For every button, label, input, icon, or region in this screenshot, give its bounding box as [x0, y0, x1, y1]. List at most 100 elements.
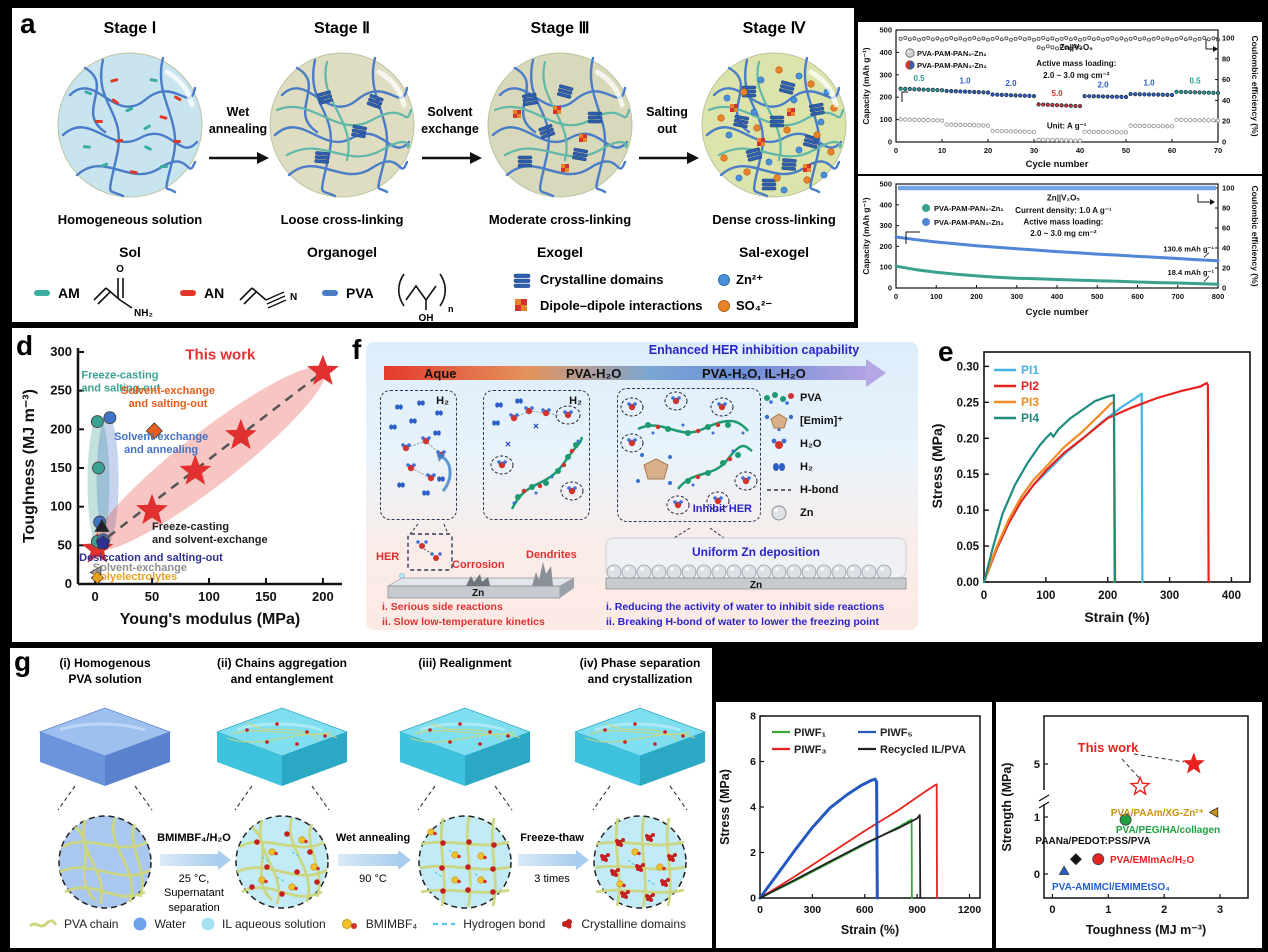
h2-label: H₂: [436, 395, 449, 407]
svg-text:✕: ✕: [533, 422, 540, 431]
svg-text:1.0: 1.0: [1143, 79, 1155, 88]
svg-text:This work: This work: [185, 347, 256, 364]
stage3-exogel-illustration: [487, 52, 633, 198]
arrow3-icon: [639, 152, 699, 164]
svg-text:0: 0: [981, 590, 987, 602]
stage1-caption: Homogeneous solution: [57, 212, 203, 227]
svg-text:PVA-PAM-PAN₀-Zn₂: PVA-PAM-PAN₀-Zn₂: [917, 49, 987, 58]
g-step2-title: (ii) Chains aggregation and entanglement: [197, 656, 367, 687]
svg-text:130.6 mAh g⁻¹: 130.6 mAh g⁻¹: [1163, 245, 1214, 254]
svg-text:0: 0: [757, 904, 763, 916]
panel-a-label: a: [20, 8, 36, 39]
svg-text:PIWF₅: PIWF₅: [880, 727, 913, 739]
g-arrow3-bottom-label: 3 times: [534, 873, 570, 885]
svg-text:100: 100: [1222, 184, 1235, 193]
svg-text:100: 100: [879, 263, 892, 272]
svg-text:0: 0: [888, 284, 892, 293]
svg-text:Stress (MPa): Stress (MPa): [929, 424, 945, 509]
svg-text:400: 400: [879, 200, 892, 209]
svg-text:0: 0: [750, 893, 756, 905]
g-arrow2-bottom-label: 90 °C: [359, 873, 387, 885]
g-arrow3-tip: [576, 850, 589, 870]
legend-emim-label: [Emim]⁺: [800, 415, 844, 427]
bare-zn-electrode: HER Corrosion Dendrites Zn: [376, 524, 577, 599]
panel-f-label: f: [352, 334, 362, 365]
svg-text:0: 0: [888, 138, 892, 147]
legend-bmimbf4: BMIMBF₄: [340, 916, 417, 932]
right-benefit-notes: i. Reducing the activity of water to inh…: [606, 600, 884, 630]
svg-text:Freeze-casting: Freeze-casting: [152, 521, 229, 533]
water-icon: [133, 917, 147, 931]
svg-text:2.0 ~ 3.0 mg cm⁻²: 2.0 ~ 3.0 mg cm⁻²: [1030, 229, 1097, 238]
legend-row-pva: PVA: [758, 386, 916, 409]
dipole-interactions-icon: [515, 299, 527, 311]
stage3-title: Stage Ⅲ: [530, 20, 590, 37]
toughness-modulus-chart: 0 50 100 150 200 0 50 100 150 200 250 300 Young's mo…: [21, 344, 342, 628]
svg-text:Strain (%): Strain (%): [1084, 609, 1149, 625]
svg-text:70: 70: [1214, 146, 1222, 155]
svg-text:PVA-PAM-PAN₀-Zn₂: PVA-PAM-PAN₀-Zn₂: [934, 204, 1004, 213]
svg-text:Active mass loading:: Active mass loading:: [1036, 59, 1116, 68]
crystalline-domain-icon: [562, 919, 573, 929]
svg-text:50: 50: [58, 537, 72, 552]
an-structure: N: [239, 287, 297, 309]
svg-text:Polyelectrolytes: Polyelectrolytes: [93, 571, 177, 583]
stage1-sol-illustration: [57, 52, 203, 198]
svg-text:1: 1: [1034, 812, 1040, 824]
stress-strain-pi-chart: 0 100 200 300 400 0.00 0.05 0.10 0.15 0.20 0.25 0.3…: [929, 351, 1251, 625]
g-slab-1: [38, 707, 172, 811]
panel-g-stress-chart-bg: 0 300 600 900 1200 0 2 4 6 8 Strain (%) Stress (MPa…: [716, 702, 992, 948]
right-note-1: i. Reducing the activity of water to inh…: [606, 601, 885, 613]
svg-text:Recycled IL/PVA: Recycled IL/PVA: [880, 744, 966, 756]
svg-text:Toughness (MJ m⁻³): Toughness (MJ m⁻³): [1086, 923, 1206, 937]
svg-text:Cycle number: Cycle number: [1026, 159, 1089, 170]
stage2-title: Stage Ⅱ: [314, 20, 370, 37]
crystalline-domains-icon: [513, 273, 531, 288]
svg-text:NH₂: NH₂: [134, 308, 153, 319]
svg-text:Uniform Zn deposition: Uniform Zn deposition: [692, 545, 820, 559]
g-arrow3-bar: [518, 854, 576, 866]
svg-text:0: 0: [91, 589, 98, 604]
svg-text:Coulombic efficiency (%): Coulombic efficiency (%): [1250, 35, 1260, 136]
svg-text:200: 200: [879, 242, 892, 251]
legend-pva-chain: PVA chain: [28, 917, 118, 931]
g-step1-num: (i): [59, 656, 71, 670]
svg-text:Zn: Zn: [472, 588, 484, 599]
svg-text:0: 0: [1222, 138, 1226, 147]
svg-text:and annealing: and annealing: [124, 444, 198, 456]
stage4-name: Sal-exogel: [738, 244, 810, 260]
svg-text:100: 100: [1036, 590, 1055, 602]
svg-text:400: 400: [879, 48, 892, 57]
pva-h2o-molecules: ✕✕: [490, 398, 584, 510]
left-note-2: ii. Slow low-temperature kinetics: [382, 616, 545, 629]
svg-text:0: 0: [65, 576, 72, 591]
svg-text:Capacity (mAh g⁻¹): Capacity (mAh g⁻¹): [861, 47, 871, 124]
svg-text:N: N: [290, 292, 297, 303]
svg-text:200: 200: [970, 292, 983, 301]
svg-text:0.25: 0.25: [957, 397, 980, 409]
svg-text:100: 100: [930, 292, 943, 301]
aqueous-molecule-box: H₂: [380, 390, 457, 520]
svg-text:400: 400: [1051, 292, 1064, 301]
panel-g-compare-chart-bg: 0 1 2 3 0 1 5 Toughness (MJ m⁻³) Strength (MPa) T…: [996, 702, 1262, 948]
pva-il-h2o-molecules: [620, 391, 758, 515]
svg-text:700: 700: [1171, 292, 1184, 301]
arrow1-label: Wet annealing: [208, 105, 268, 136]
svg-text:50: 50: [145, 589, 159, 604]
svg-text:1200: 1200: [958, 904, 982, 916]
svg-text:PVA/EMImAc/H₂O: PVA/EMImAc/H₂O: [1110, 855, 1194, 866]
stage4-title: Stage Ⅳ: [742, 20, 806, 37]
svg-text:0.00: 0.00: [957, 577, 979, 589]
svg-text:and salting-out: and salting-out: [129, 398, 208, 410]
zn-sphere-icon: [758, 504, 800, 522]
svg-text:O: O: [116, 264, 124, 275]
g-arrow3-top-label: Freeze-thaw: [520, 832, 584, 844]
svg-text:200: 200: [312, 589, 334, 604]
an-label: AN: [204, 285, 225, 301]
svg-text:150: 150: [255, 589, 277, 604]
svg-text:Dendrites: Dendrites: [526, 549, 577, 561]
svg-text:and salting-out: and salting-out: [81, 382, 160, 394]
